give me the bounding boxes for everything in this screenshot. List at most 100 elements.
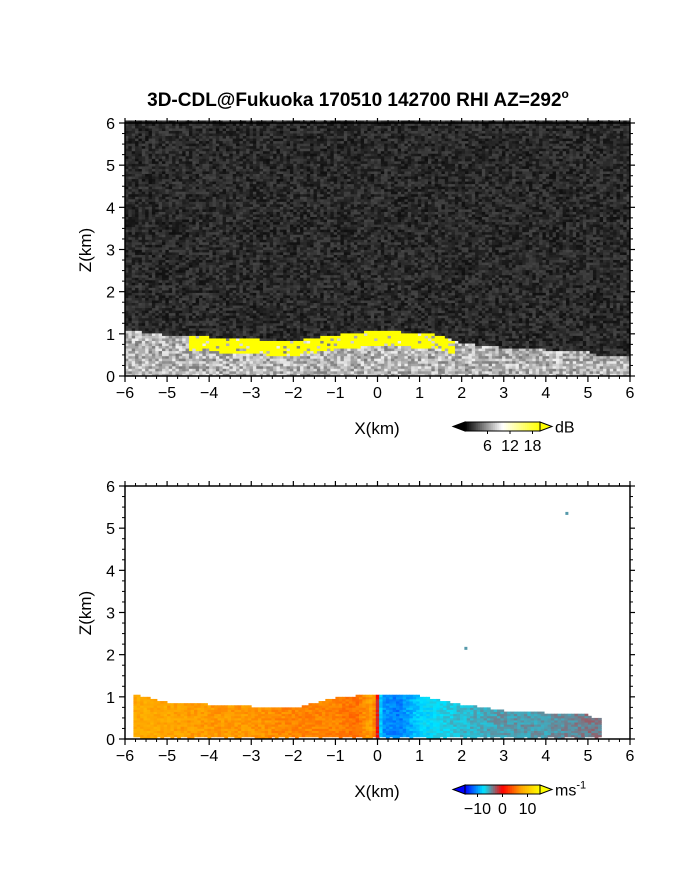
heatmap-cell: [182, 277, 186, 281]
heatmap-cell: [168, 140, 173, 144]
heatmap-cell: [222, 209, 227, 212]
heatmap-cell: [151, 262, 156, 266]
heatmap-cell: [259, 348, 264, 352]
heatmap-cell: [135, 219, 139, 223]
heatmap-cell: [178, 300, 183, 304]
heatmap-cell: [178, 259, 183, 263]
heatmap-cell: [151, 322, 156, 326]
heatmap-cell: [276, 279, 281, 283]
heatmap-cell: [155, 252, 160, 255]
heatmap-cell: [279, 292, 284, 296]
heatmap-cell: [151, 330, 156, 334]
heatmap-cell: [286, 219, 291, 223]
heatmap-cell: [269, 287, 274, 291]
heatmap-cell: [242, 224, 247, 228]
heatmap-cell: [215, 332, 220, 336]
heatmap-cell: [229, 231, 234, 235]
heatmap-cell: [182, 140, 186, 144]
heatmap-cell: [242, 178, 247, 182]
heatmap-cell: [151, 373, 156, 377]
heatmap-cell: [242, 236, 247, 240]
heatmap-cell: [252, 133, 257, 137]
heatmap-cell: [178, 153, 183, 157]
heatmap-cell: [138, 259, 143, 263]
heatmap-cell: [128, 305, 133, 309]
heatmap-cell: [276, 163, 281, 167]
heatmap-cell: [242, 277, 247, 281]
heatmap-cell: [148, 264, 153, 268]
heatmap-cell: [182, 166, 186, 169]
heatmap-cell: [185, 302, 190, 306]
heatmap-cell: [259, 196, 264, 200]
heatmap-cell: [202, 178, 207, 182]
heatmap-cell: [263, 292, 267, 296]
heatmap-cell: [182, 216, 186, 220]
heatmap-cell: [151, 343, 156, 347]
heatmap-cell: [155, 163, 160, 167]
heatmap-cell: [266, 224, 271, 228]
heatmap-cell: [178, 332, 183, 336]
heatmap-cell: [276, 171, 281, 174]
heatmap-cell: [195, 295, 200, 298]
heatmap-cell: [188, 226, 193, 230]
heatmap-cell: [283, 277, 287, 281]
heatmap-cell: [168, 360, 173, 364]
heatmap-cell: [178, 234, 183, 238]
heatmap-cell: [215, 335, 220, 339]
heatmap-cell: [236, 292, 240, 296]
heatmap-cell: [212, 224, 217, 228]
heatmap-cell: [283, 310, 287, 314]
heatmap-cell: [135, 216, 139, 220]
heatmap-cell: [175, 221, 180, 225]
heatmap-cell: [165, 163, 170, 167]
heatmap-cell: [162, 355, 166, 359]
heatmap-cell: [232, 206, 237, 210]
heatmap-cell: [263, 325, 267, 329]
heatmap-cell: [131, 211, 136, 215]
heatmap-cell: [185, 353, 190, 357]
heatmap-cell: [232, 332, 237, 336]
heatmap-cell: [162, 338, 166, 341]
heatmap-cell: [232, 221, 237, 225]
heatmap-cell: [259, 166, 264, 169]
heatmap-cell: [236, 335, 240, 339]
heatmap-cell: [125, 241, 129, 245]
heatmap-cell: [195, 219, 200, 223]
heatmap-cell: [209, 287, 213, 291]
heatmap-cell: [202, 292, 207, 296]
heatmap-cell: [185, 231, 190, 235]
heatmap-cell: [199, 163, 203, 167]
heatmap-cell: [192, 236, 197, 240]
heatmap-cell: [222, 231, 227, 235]
heatmap-cell: [125, 133, 129, 137]
heatmap-cell: [175, 231, 180, 235]
heatmap-cell: [168, 166, 173, 169]
heatmap-cell: [185, 158, 190, 162]
heatmap-cell: [259, 241, 264, 245]
heatmap-cell: [259, 297, 264, 301]
heatmap-cell: [209, 327, 213, 331]
heatmap-cell: [205, 209, 210, 212]
heatmap-cell: [158, 327, 163, 331]
heatmap-cell: [209, 279, 213, 283]
heatmap-cell: [202, 330, 207, 334]
heatmap-cell: [199, 153, 203, 157]
heatmap-cell: [242, 128, 247, 131]
heatmap-cell: [199, 125, 203, 129]
heatmap-cell: [236, 155, 240, 159]
heatmap-cell: [148, 330, 153, 334]
heatmap-cell: [242, 239, 247, 243]
heatmap-cell: [252, 345, 257, 349]
heatmap-cell: [172, 274, 176, 278]
heatmap-cell: [226, 143, 230, 147]
heatmap-cell: [226, 355, 230, 359]
heatmap-cell: [138, 254, 143, 258]
heatmap-cell: [199, 343, 203, 347]
heatmap-cell: [212, 345, 217, 349]
heatmap-cell: [131, 153, 136, 157]
heatmap-cell: [279, 343, 284, 347]
heatmap-cell: [188, 148, 193, 152]
heatmap-cell: [256, 241, 261, 245]
heatmap-cell: [219, 254, 224, 258]
heatmap-cell: [185, 257, 190, 261]
